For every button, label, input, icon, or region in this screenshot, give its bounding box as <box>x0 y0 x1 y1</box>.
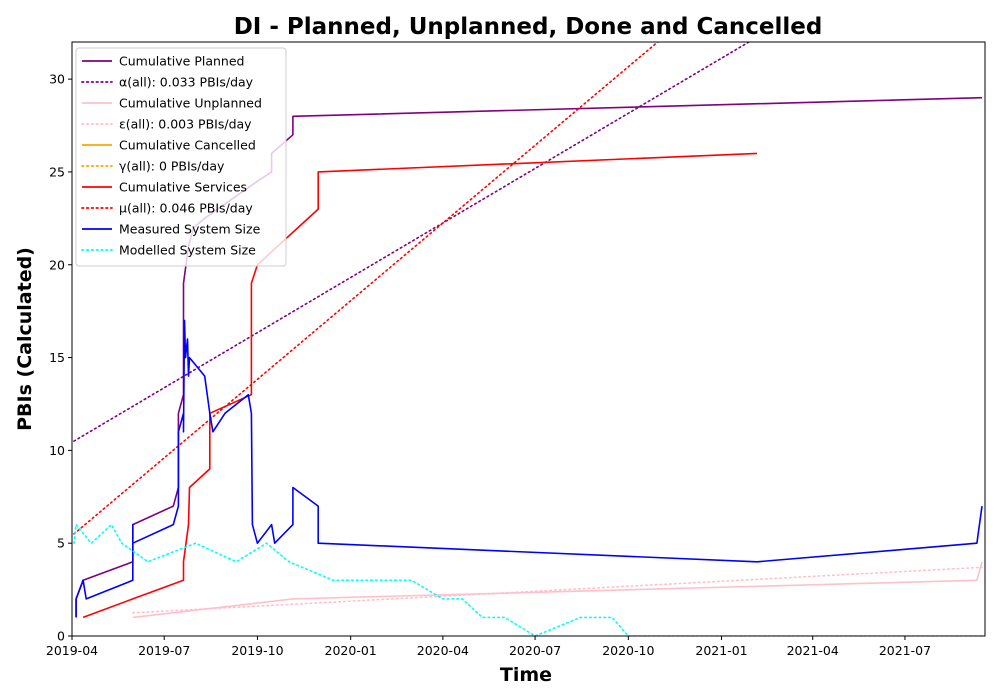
x-tick-label: 2020-07 <box>509 643 561 658</box>
y-tick-label: 30 <box>49 72 65 87</box>
legend: Cumulative Planned α(all): 0.033 PBIs/day… <box>75 47 287 267</box>
y-tick-label: 15 <box>49 350 65 365</box>
x-tick-label: 2019-04 <box>46 643 98 658</box>
x-tick-label: 2019-07 <box>138 643 190 658</box>
legend-label-cumulative-unplanned: Cumulative Unplanned <box>119 96 262 111</box>
legend-label-all-0-033-pbis-day: α(all): 0.033 PBIs/day <box>119 75 254 90</box>
series-line-cumulative-unplanned <box>132 561 983 619</box>
series-line-cumulative-services <box>82 152 758 619</box>
y-axis-label: PBIs (Calculated) <box>14 247 36 431</box>
x-tick-label: 2020-04 <box>417 643 469 658</box>
plot-frame <box>71 41 986 637</box>
legend-label-measured-system-size: Measured System Size <box>119 222 261 237</box>
x-tick-label: 2021-07 <box>879 643 931 658</box>
legend-label-all-0-003-pbis-day: ε(all): 0.003 PBIs/day <box>119 117 252 132</box>
y-tick-label: 20 <box>49 257 65 272</box>
legend-label-cumulative-cancelled: Cumulative Cancelled <box>119 138 256 153</box>
legend-label-cumulative-services: Cumulative Services <box>119 180 247 195</box>
legend-label-modelled-system-size: Modelled System Size <box>119 243 256 258</box>
x-axis-label: Time <box>500 664 552 686</box>
x-tick-label: 2019-10 <box>231 643 283 658</box>
y-tick-label: 25 <box>49 164 65 179</box>
series-line-modelled-system-size <box>73 523 983 636</box>
x-tick-label: 2021-04 <box>787 643 839 658</box>
legend-label-cumulative-planned: Cumulative Planned <box>119 54 244 69</box>
legend-box <box>75 47 287 267</box>
series-line-measured-system-size <box>75 319 983 618</box>
legend-label-all-0-046-pbis-day: μ(all): 0.046 PBIs/day <box>119 201 253 216</box>
x-tick-label: 2020-10 <box>602 643 654 658</box>
y-tick-label: 0 <box>57 629 65 644</box>
y-tick-label: 10 <box>49 443 65 458</box>
chart-title: DI - Planned, Unplanned, Done and Cancel… <box>234 14 823 40</box>
y-tick-label: 5 <box>57 536 65 551</box>
legend-label-all-0-pbis-day: γ(all): 0 PBIs/day <box>119 159 225 174</box>
x-tick-label: 2020-01 <box>325 643 377 658</box>
x-tick-label: 2021-01 <box>695 643 747 658</box>
ticks-layer: 2019-04 2019-07 2019-10 2020-01 2020-04 2020-… <box>46 72 931 658</box>
series-line-all-0-033-pbis-day <box>73 42 750 442</box>
